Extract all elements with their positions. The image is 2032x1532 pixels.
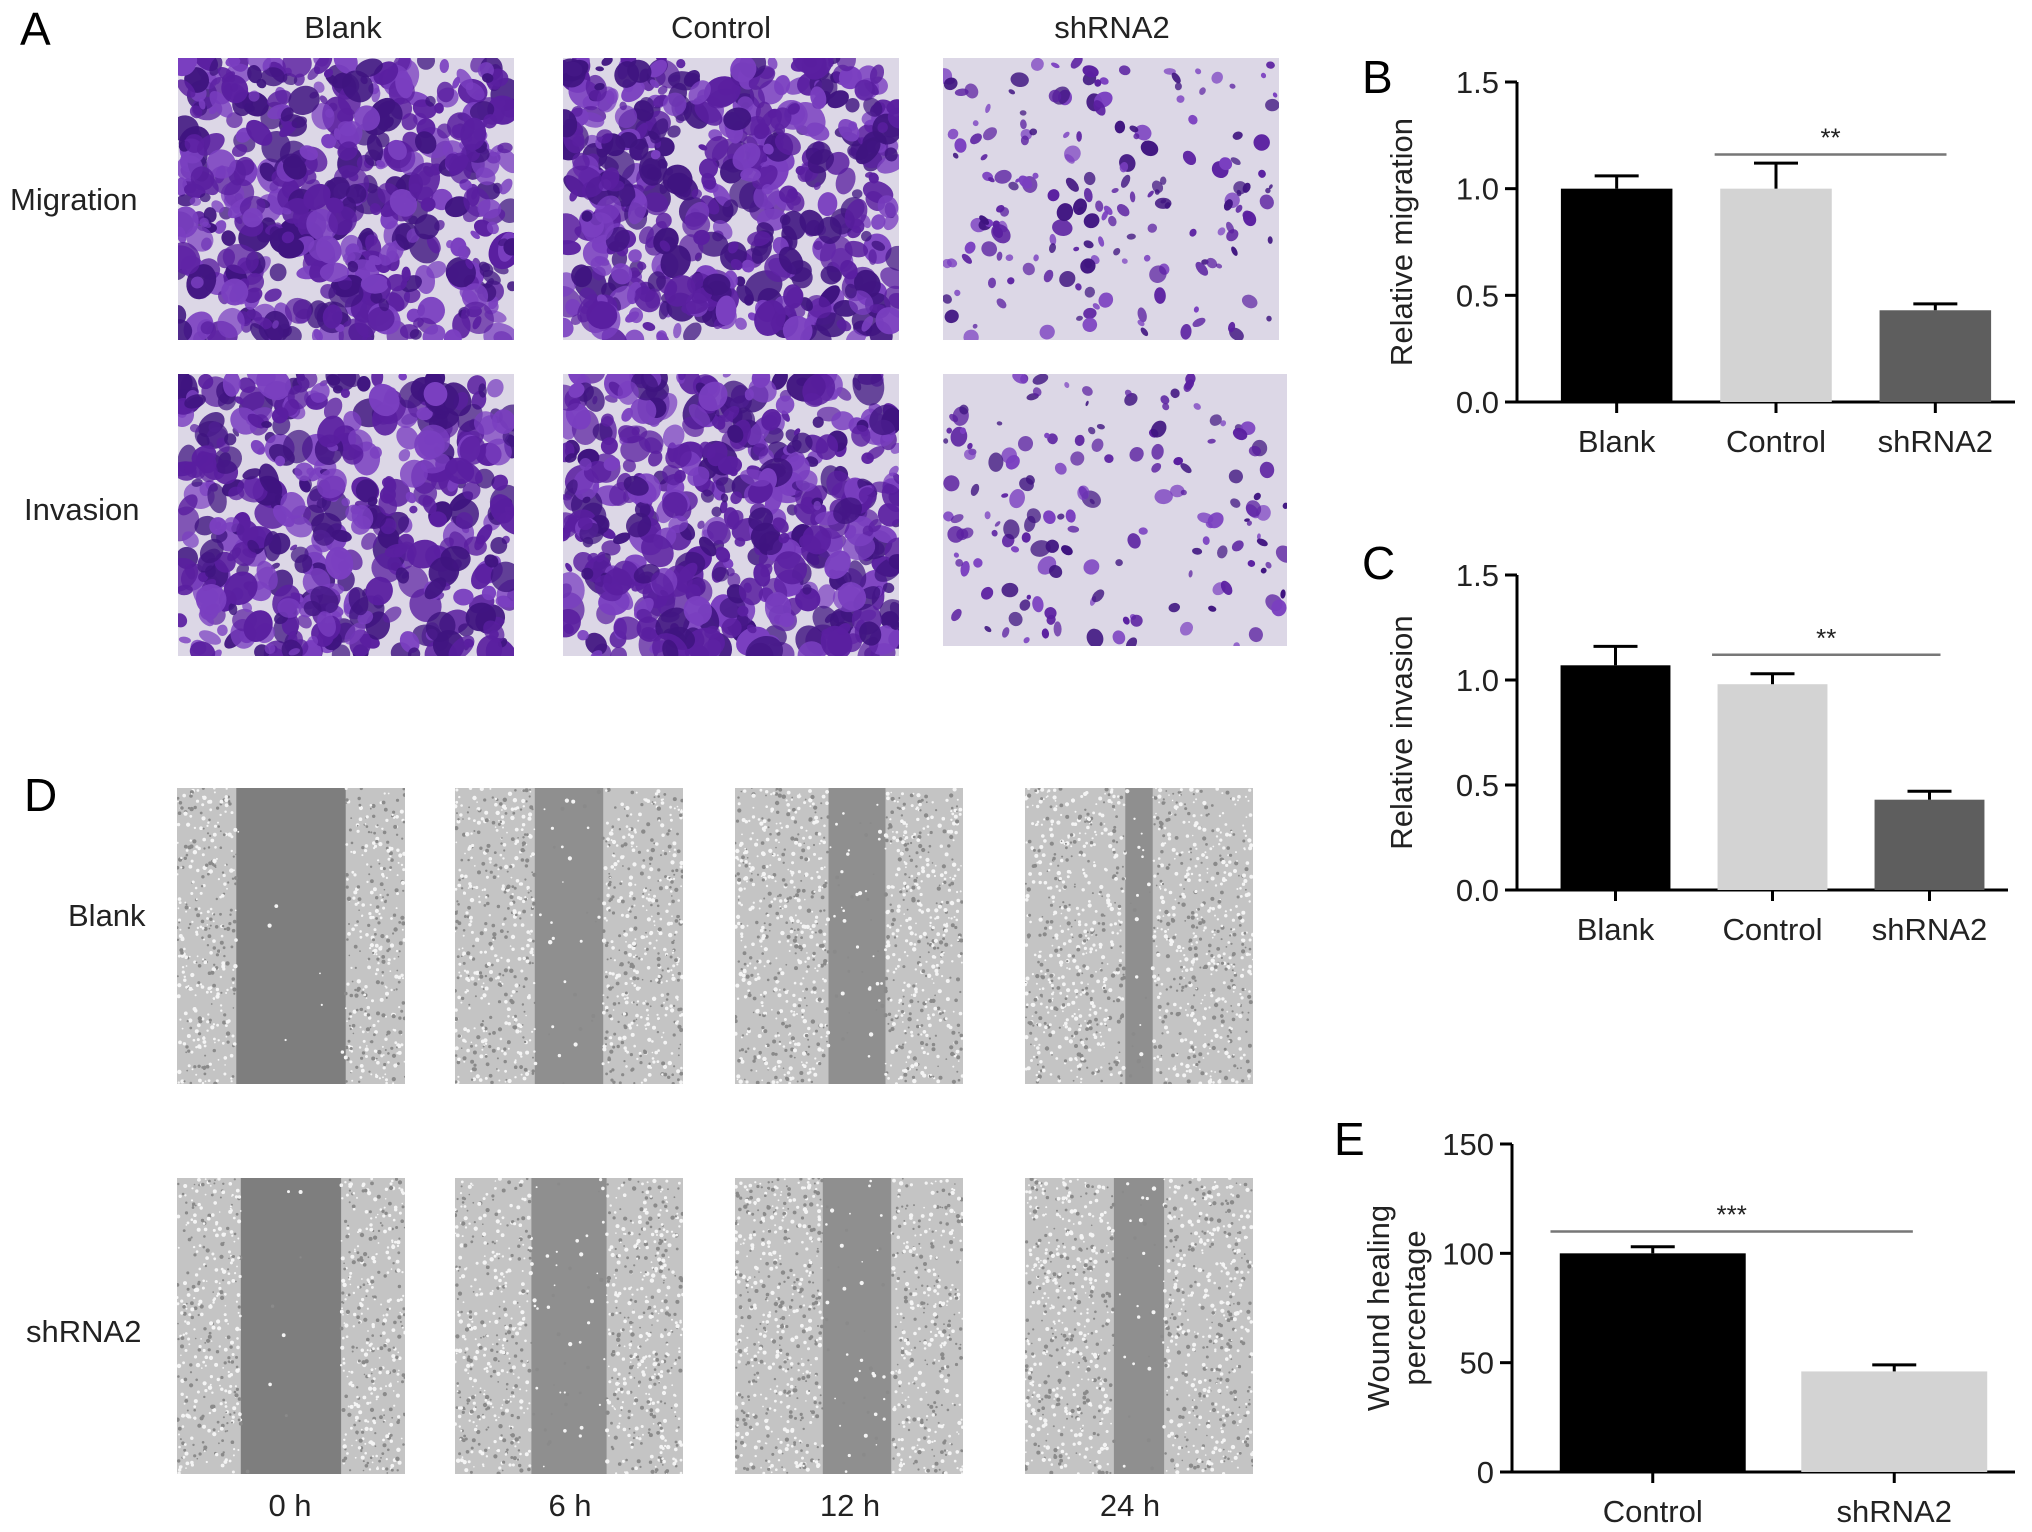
- x-tick-label-shrna2: shRNA2: [1878, 424, 1993, 459]
- x-tick-label-control: Control: [1603, 1494, 1703, 1529]
- micrograph-invasion-blank: [178, 374, 514, 656]
- significance-label: **: [1820, 123, 1840, 153]
- x-tick-label-shrna2: shRNA2: [1872, 912, 1987, 947]
- chart-e: 0 50 100 150 Wound healing percentage Control s…: [1361, 1127, 2015, 1529]
- y-tick-label: 150: [1442, 1127, 1494, 1162]
- x-tick-label-control: Control: [1723, 912, 1823, 947]
- micrograph-migration-control: [563, 58, 899, 340]
- y-tick-label: 1.5: [1456, 65, 1499, 100]
- chart-b: 0.0 0.5 1.0 1.5 Relative migration Blank Contr…: [1384, 65, 2015, 459]
- y-axis-label: Wound healing: [1361, 1205, 1396, 1411]
- time-label-24h: 24 h: [1099, 1488, 1161, 1523]
- y-tick-label: 0.0: [1456, 385, 1499, 420]
- wound-image-shrna2-6h: [455, 1178, 683, 1474]
- wound-image-blank-24h: [1025, 788, 1253, 1084]
- time-label-6h: 6 h: [548, 1488, 592, 1523]
- panel-label-b: B: [1362, 51, 1393, 103]
- y-tick-label: 100: [1442, 1236, 1494, 1271]
- micrograph-invasion-shrna2: [943, 374, 1287, 646]
- y-axis-label: Relative migration: [1384, 118, 1419, 366]
- panel-label-d: D: [24, 769, 58, 821]
- row-label-migration: Migration: [10, 182, 138, 217]
- bar-control: [1559, 1253, 1746, 1472]
- row-label-blank: Blank: [68, 898, 146, 933]
- panel-label-e: E: [1334, 1113, 1365, 1165]
- row-label-invasion: Invasion: [24, 492, 140, 527]
- x-tick-label-shrna2: shRNA2: [1837, 1494, 1952, 1529]
- wound-image-blank-12h: [735, 788, 963, 1084]
- panel-label-c: C: [1362, 537, 1396, 589]
- significance-label: ***: [1716, 1199, 1746, 1229]
- bar-blank: [1560, 665, 1671, 890]
- significance-label: **: [1816, 623, 1836, 653]
- time-label-0h: 0 h: [268, 1488, 312, 1523]
- y-tick-label: 0.5: [1456, 768, 1499, 803]
- bar-shrna2: [1879, 310, 1992, 402]
- micrograph-migration-shrna2: [943, 58, 1279, 340]
- y-tick-label: 50: [1460, 1346, 1494, 1381]
- x-tick-label-control: Control: [1726, 424, 1826, 459]
- y-axis-label: percentage: [1397, 1230, 1432, 1385]
- x-tick-label-blank: Blank: [1577, 912, 1655, 947]
- column-label-blank: Blank: [304, 10, 382, 45]
- micrograph-migration-blank: [178, 58, 514, 340]
- micrograph-invasion-control: [563, 374, 899, 656]
- wound-image-shrna2-0h: [177, 1178, 405, 1474]
- panel-label-a: A: [20, 3, 51, 55]
- chart-c: 0.0 0.5 1.0 1.5 Relative invasion Blank Contro…: [1384, 558, 2008, 947]
- y-tick-label: 1.0: [1456, 663, 1499, 698]
- wound-image-blank-6h: [455, 788, 683, 1084]
- row-label-shrna2: shRNA2: [26, 1314, 142, 1349]
- x-tick-label-blank: Blank: [1578, 424, 1656, 459]
- bar-shrna2: [1874, 799, 1985, 890]
- bar-control: [1720, 188, 1832, 402]
- bar-blank: [1560, 188, 1673, 402]
- wound-image-shrna2-24h: [1025, 1178, 1253, 1474]
- column-label-control: Control: [671, 10, 771, 45]
- y-tick-label: 1.0: [1456, 172, 1499, 207]
- y-tick-label: 0.5: [1456, 278, 1499, 313]
- bar-control: [1717, 684, 1828, 890]
- bar-shrna2: [1801, 1371, 1988, 1472]
- wound-image-shrna2-12h: [735, 1178, 963, 1474]
- y-tick-label: 0.0: [1456, 873, 1499, 908]
- y-tick-label: 0: [1477, 1455, 1494, 1490]
- wound-image-blank-0h: [177, 788, 405, 1084]
- column-label-shrna2: shRNA2: [1054, 10, 1170, 45]
- time-label-12h: 12 h: [819, 1488, 881, 1523]
- y-tick-label: 1.5: [1456, 558, 1499, 593]
- y-axis-label: Relative invasion: [1384, 615, 1419, 849]
